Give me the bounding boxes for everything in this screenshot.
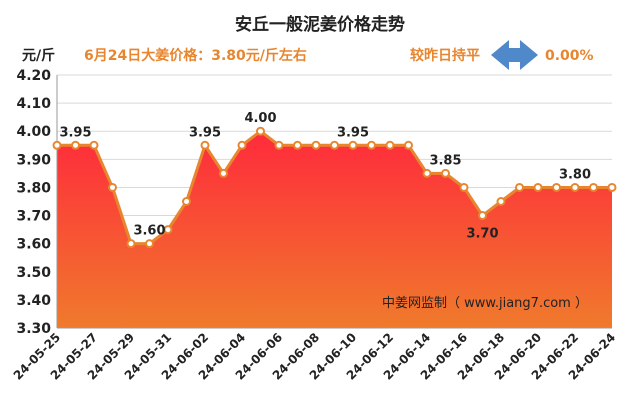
axes xyxy=(56,75,612,329)
y-tick-label: 3.70 xyxy=(16,209,51,225)
data-point xyxy=(515,182,524,192)
data-point xyxy=(330,140,339,150)
y-tick-label: 3.80 xyxy=(16,180,51,196)
compare-value: 0.00% xyxy=(545,48,594,64)
y-tick-label: 4.00 xyxy=(16,124,51,140)
chart-title: 安丘一般泥姜价格走势 xyxy=(235,14,405,35)
data-label: 4.00 xyxy=(244,111,276,126)
data-point xyxy=(108,182,117,192)
double-arrow-icon xyxy=(491,40,538,70)
data-label: 3.70 xyxy=(466,227,498,242)
data-point xyxy=(219,168,228,178)
data-point xyxy=(256,126,265,136)
data-label: 3.95 xyxy=(189,125,221,140)
data-point xyxy=(145,239,154,249)
data-point xyxy=(441,168,450,178)
y-tick-label: 3.50 xyxy=(16,265,51,281)
data-label: 3.60 xyxy=(133,224,165,239)
data-point xyxy=(552,182,561,192)
data-point xyxy=(496,197,506,206)
data-point xyxy=(459,182,469,192)
data-label: 3.85 xyxy=(429,153,461,168)
unit-label: 元/斤 xyxy=(22,47,55,64)
data-point xyxy=(311,140,321,150)
y-tick-label: 4.20 xyxy=(16,68,51,84)
y-tick-label: 3.40 xyxy=(16,293,51,309)
y-axis-ticks: 3.30 3.40 3.50 3.60 3.70 3.80 3.90 4.00 4.10 4.20 xyxy=(16,68,51,337)
data-label: 3.80 xyxy=(559,167,591,182)
data-point xyxy=(200,140,210,150)
data-point xyxy=(274,140,284,150)
price-area xyxy=(57,131,612,328)
x-axis-ticks: 24-05-2524-05-2724-05-2924-05-3124-06-02… xyxy=(11,330,618,382)
data-label: 3.95 xyxy=(59,125,91,140)
data-point xyxy=(182,197,191,206)
data-point xyxy=(404,140,413,150)
data-point xyxy=(89,140,99,150)
data-point xyxy=(589,182,598,192)
data-point xyxy=(422,168,432,178)
data-point xyxy=(385,140,395,150)
y-tick-label: 3.30 xyxy=(16,321,51,337)
headline-price: 6月24日大姜价格：3.80元/斤左右 xyxy=(84,47,307,64)
data-point xyxy=(607,182,617,192)
data-point xyxy=(293,140,302,150)
y-tick-label: 3.90 xyxy=(16,152,51,168)
compare-label: 较昨日持平 xyxy=(410,47,480,64)
data-point xyxy=(367,140,376,150)
data-point xyxy=(237,140,247,150)
data-labels: 3.95 3.60 3.95 4.00 3.95 3.85 3.70 3.80 xyxy=(59,111,591,241)
watermark: 中姜网监制（ www.jiang7.com ） xyxy=(382,296,588,311)
data-point xyxy=(570,182,580,192)
data-point xyxy=(71,140,80,150)
data-point xyxy=(52,140,62,150)
data-point xyxy=(478,211,487,221)
data-point xyxy=(126,239,136,249)
data-point xyxy=(533,182,543,192)
y-tick-label: 3.60 xyxy=(16,237,51,253)
y-tick-label: 4.10 xyxy=(16,96,51,112)
data-point xyxy=(348,140,358,150)
data-label: 3.95 xyxy=(337,125,369,140)
data-points xyxy=(52,126,617,249)
data-point xyxy=(163,225,173,235)
